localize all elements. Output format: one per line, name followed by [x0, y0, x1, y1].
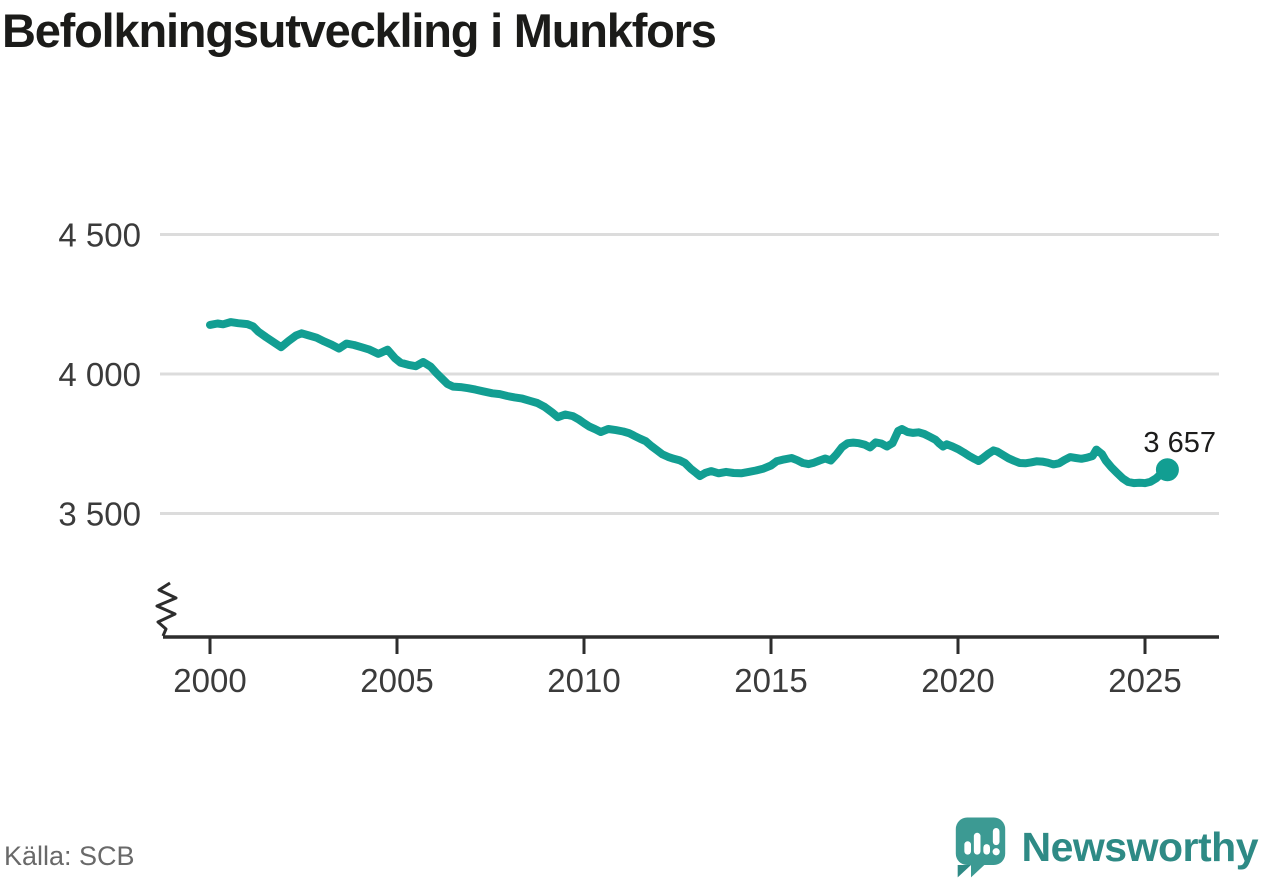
- y-axis-tick-label: 4 500: [58, 217, 141, 254]
- gridlines: [160, 233, 1219, 515]
- y-axis-tick-labels: 4 500 4 000 3 500: [58, 217, 141, 533]
- logo-bar-medium: [982, 844, 990, 855]
- x-axis-tick-label: 2020: [921, 662, 994, 699]
- chart-title: Befolkningsutveckling i Munkfors: [2, 4, 717, 57]
- x-axis-tick-label: 2000: [173, 662, 246, 699]
- y-axis-tick-label: 3 500: [58, 496, 141, 533]
- newsworthy-logo[interactable]: Newsworthy: [952, 816, 1259, 878]
- logo-bar-tall: [973, 832, 980, 855]
- logo-bar-short: [963, 841, 971, 855]
- x-axis-tick-label: 2010: [547, 662, 620, 699]
- newsworthy-bubble-bar-chart-icon: [955, 817, 1005, 878]
- logo-exclamation-bar: [992, 828, 999, 846]
- end-value-label: 3 657: [1143, 427, 1216, 459]
- axis-break-squiggle-icon: [155, 581, 178, 637]
- x-axis-ticks: [208, 638, 1147, 654]
- x-axis-tick-labels: 2000 2005 2010 2015 2020 2025: [173, 662, 1181, 699]
- population-series-line: [206, 318, 1172, 488]
- series-end-point-dot: [1155, 458, 1179, 482]
- logo-exclamation-dot: [992, 848, 1000, 856]
- newsworthy-wordmark: Newsworthy: [1021, 823, 1259, 870]
- x-axis-tick-label: 2025: [1108, 662, 1181, 699]
- x-axis-tick-label: 2015: [734, 662, 807, 699]
- x-axis-tick-label: 2005: [360, 662, 433, 699]
- y-axis-tick-label: 4 000: [58, 356, 141, 393]
- source-label: Källa: SCB: [4, 841, 135, 871]
